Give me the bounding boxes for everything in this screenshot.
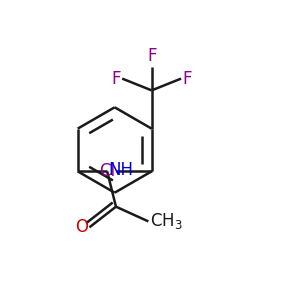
Text: F: F (111, 70, 121, 88)
Text: F: F (147, 47, 156, 65)
Text: F: F (183, 70, 192, 88)
Text: CH$_3$: CH$_3$ (150, 212, 183, 231)
Text: O: O (75, 218, 88, 236)
Text: NH: NH (109, 161, 134, 179)
Text: Cl: Cl (99, 162, 115, 180)
